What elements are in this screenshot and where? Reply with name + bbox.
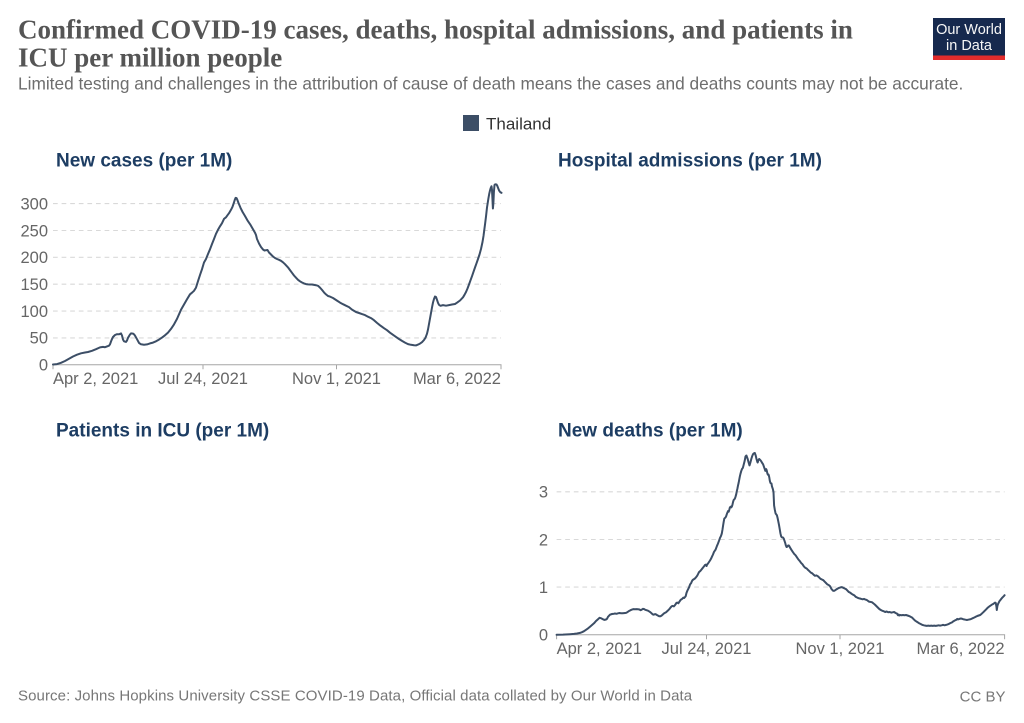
- svg-text:0: 0: [39, 357, 48, 375]
- svg-text:3: 3: [539, 484, 548, 502]
- svg-text:Confirmed COVID-19 cases, deat: Confirmed COVID-19 cases, deaths, hospit…: [18, 15, 853, 45]
- svg-text:250: 250: [20, 222, 48, 240]
- svg-text:Mar 6, 2022: Mar 6, 2022: [917, 640, 1005, 658]
- svg-text:CC BY: CC BY: [960, 688, 1006, 705]
- svg-text:Nov 1, 2021: Nov 1, 2021: [796, 640, 885, 658]
- svg-text:0: 0: [539, 627, 548, 645]
- svg-text:Apr 2, 2021: Apr 2, 2021: [557, 640, 642, 658]
- svg-text:2: 2: [539, 531, 548, 549]
- svg-text:Patients in ICU (per 1M): Patients in ICU (per 1M): [56, 421, 269, 442]
- svg-text:Mar 6, 2022: Mar 6, 2022: [413, 370, 501, 388]
- svg-text:300: 300: [20, 195, 48, 213]
- svg-text:Jul 24, 2021: Jul 24, 2021: [158, 370, 248, 388]
- svg-text:Limited testing and challenges: Limited testing and challenges in the at…: [18, 74, 963, 94]
- svg-text:1: 1: [539, 579, 548, 597]
- svg-text:Hospital admissions (per 1M): Hospital admissions (per 1M): [558, 151, 822, 172]
- svg-text:New cases (per 1M): New cases (per 1M): [56, 151, 232, 172]
- svg-text:150: 150: [20, 276, 48, 294]
- svg-text:Jul 24, 2021: Jul 24, 2021: [662, 640, 752, 658]
- svg-text:200: 200: [20, 249, 48, 267]
- svg-text:Nov 1, 2021: Nov 1, 2021: [292, 370, 381, 388]
- svg-text:Our World: Our World: [936, 22, 1002, 38]
- svg-text:50: 50: [30, 330, 48, 348]
- svg-text:ICU per million people: ICU per million people: [18, 43, 282, 73]
- svg-text:in Data: in Data: [946, 38, 993, 54]
- svg-text:Thailand: Thailand: [486, 115, 551, 134]
- svg-text:Apr 2, 2021: Apr 2, 2021: [53, 370, 138, 388]
- svg-text:Source: Johns Hopkins Universi: Source: Johns Hopkins University CSSE CO…: [18, 687, 693, 704]
- svg-text:100: 100: [20, 303, 48, 321]
- svg-text:New deaths (per 1M): New deaths (per 1M): [558, 421, 743, 442]
